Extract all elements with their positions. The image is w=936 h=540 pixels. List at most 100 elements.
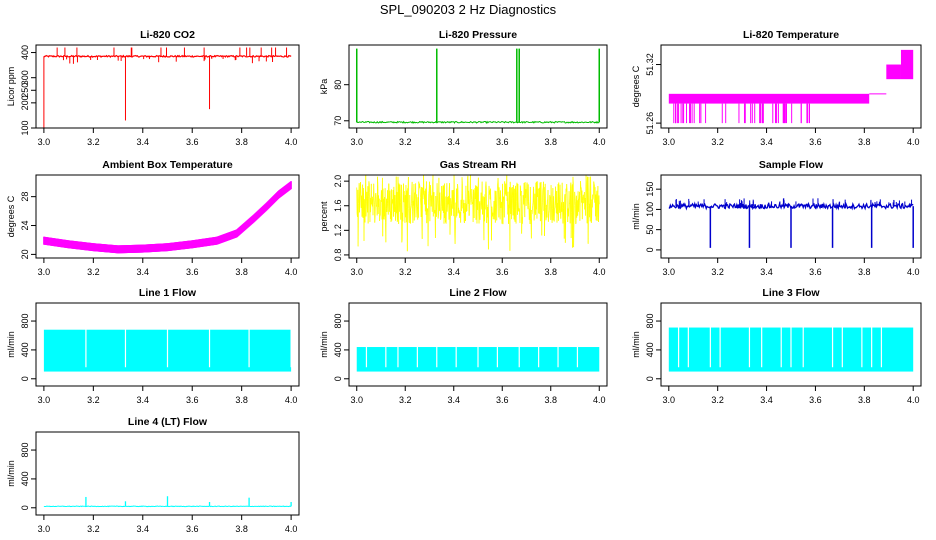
- x-tick-label: 4.0: [907, 395, 920, 405]
- chart-title: Line 4 (LT) Flow: [128, 416, 208, 428]
- series-line: [356, 346, 600, 372]
- y-tick-label: 0: [645, 247, 655, 252]
- y-tick-label: 0: [333, 376, 343, 381]
- x-tick-label: 3.4: [760, 395, 773, 405]
- plot-frame: [35, 431, 300, 516]
- x-tick-label: 3.4: [137, 524, 150, 534]
- y-tick-label: 50: [645, 225, 655, 235]
- series-line: [43, 181, 292, 254]
- plot-frame: [35, 174, 300, 259]
- x-tick-label: 3.4: [447, 267, 460, 277]
- y-tick-label: 0: [645, 376, 655, 381]
- x-tick-label: 3.4: [447, 137, 460, 147]
- y-tick-label: 800: [20, 314, 30, 329]
- y-tick-label: 400: [20, 342, 30, 357]
- chart-panel-6: Sample Flow 3.0 3.2 3.4 3.6 3.8 4.0 0 50 100 150 ml…: [631, 159, 922, 277]
- data-band: [900, 49, 914, 80]
- y-axis-label: ml/min: [319, 331, 329, 358]
- chart-title: Li-820 CO2: [140, 29, 195, 41]
- x-tick-label: 4.0: [285, 524, 298, 534]
- y-tick-label: 800: [645, 314, 655, 329]
- x-tick-label: 3.8: [235, 395, 248, 405]
- y-tick-label: 400: [645, 342, 655, 357]
- x-tick-label: 3.6: [186, 137, 199, 147]
- x-tick-label: 3.0: [38, 395, 51, 405]
- x-tick-label: 3.8: [858, 267, 871, 277]
- series-line: [356, 175, 600, 252]
- series-line: [668, 326, 914, 372]
- x-tick-label: 3.6: [809, 395, 822, 405]
- y-axis-label: degrees C: [631, 65, 641, 107]
- y-tick-label: 800: [333, 314, 343, 329]
- x-tick-label: 3.6: [186, 267, 199, 277]
- x-tick-label: 3.8: [858, 395, 871, 405]
- chart-title: Line 1 Flow: [139, 287, 197, 299]
- plot-frame: [348, 44, 608, 129]
- series-line: [668, 49, 914, 124]
- chart-panel-9: Line 3 Flow 3.0 3.2 3.4 3.6 3.8 4.0 0 400 800 ml/m…: [631, 287, 922, 405]
- x-tick-label: 3.0: [38, 267, 51, 277]
- y-tick-label: 20: [20, 249, 30, 259]
- plot-frame: [660, 302, 922, 387]
- y-tick-label: 400: [20, 45, 30, 60]
- x-tick-label: 3.8: [544, 267, 557, 277]
- chart-panel-3: Li-820 Temperature 3.0 3.2 3.4 3.6 3.8 4.0 51.2…: [631, 29, 922, 147]
- y-tick-label: 0: [20, 376, 30, 381]
- series-line: [43, 328, 292, 372]
- x-tick-label: 3.6: [496, 267, 509, 277]
- y-tick-label: 200: [20, 95, 30, 110]
- series-line: [668, 198, 914, 248]
- chart-title: Line 2 Flow: [449, 287, 507, 299]
- x-tick-label: 3.4: [137, 395, 150, 405]
- x-tick-label: 3.6: [809, 267, 822, 277]
- x-tick-label: 3.0: [38, 524, 51, 534]
- x-tick-label: 3.0: [663, 137, 676, 147]
- y-axis-label: kPa: [319, 79, 329, 95]
- y-axis-label: ml/min: [6, 331, 16, 358]
- chart-panel-7: Line 1 Flow 3.0 3.2 3.4 3.6 3.8 4.0 0 400 800 ml/m…: [6, 287, 300, 405]
- chart-panel-5: Gas Stream RH 3.0 3.2 3.4 3.6 3.8 4.0 0.8 1.2 1.6…: [319, 159, 608, 277]
- y-tick-label: 800: [20, 443, 30, 458]
- y-tick-label: 28: [20, 192, 30, 202]
- x-tick-label: 3.0: [350, 395, 363, 405]
- y-axis-label: ml/min: [631, 203, 641, 230]
- y-tick-label: 70: [333, 116, 343, 126]
- x-tick-label: 3.0: [350, 137, 363, 147]
- x-tick-label: 4.0: [593, 267, 606, 277]
- x-tick-label: 4.0: [593, 395, 606, 405]
- y-tick-label: 150: [645, 182, 655, 197]
- chart-title: Li-820 Pressure: [439, 29, 517, 41]
- chart-title: Li-820 Temperature: [743, 29, 839, 41]
- y-tick-label: 51.26: [645, 112, 655, 135]
- y-axis-label: Licor ppm: [6, 67, 16, 107]
- chart-title: Gas Stream RH: [440, 159, 516, 171]
- x-tick-label: 3.6: [496, 137, 509, 147]
- plot-frame: [35, 44, 300, 129]
- y-axis-label: ml/min: [631, 331, 641, 358]
- chart-panel-1: Li-820 CO2 3.0 3.2 3.4 3.6 3.8 4.0 100 200250300…: [6, 29, 300, 147]
- y-axis-label: degrees C: [6, 195, 16, 237]
- y-axis-label: percent: [319, 201, 329, 232]
- x-tick-label: 3.8: [544, 395, 557, 405]
- plot-frame: [660, 174, 922, 259]
- y-axis-label: ml/min: [6, 460, 16, 487]
- y-tick-label: 100: [20, 120, 30, 135]
- x-tick-label: 3.2: [87, 524, 100, 534]
- x-tick-label: 3.2: [87, 137, 100, 147]
- x-tick-label: 3.0: [663, 267, 676, 277]
- y-tick-label: 250: [20, 83, 30, 98]
- x-tick-label: 3.4: [760, 137, 773, 147]
- data-trace: [356, 120, 600, 124]
- y-tick-label: 400: [20, 471, 30, 486]
- x-tick-label: 3.8: [858, 137, 871, 147]
- chart-title: Sample Flow: [759, 159, 824, 171]
- x-tick-label: 3.2: [399, 267, 412, 277]
- y-tick-label: 2.0: [333, 175, 343, 188]
- x-tick-label: 3.6: [186, 524, 199, 534]
- plot-frame: [35, 302, 300, 387]
- chart-panel-10: Line 4 (LT) Flow 3.0 3.2 3.4 3.6 3.8 4.0 0 400 80…: [6, 416, 300, 534]
- y-tick-label: 80: [333, 80, 343, 90]
- chart-title: Ambient Box Temperature: [102, 159, 233, 171]
- x-tick-label: 3.8: [544, 137, 557, 147]
- x-tick-label: 3.0: [663, 395, 676, 405]
